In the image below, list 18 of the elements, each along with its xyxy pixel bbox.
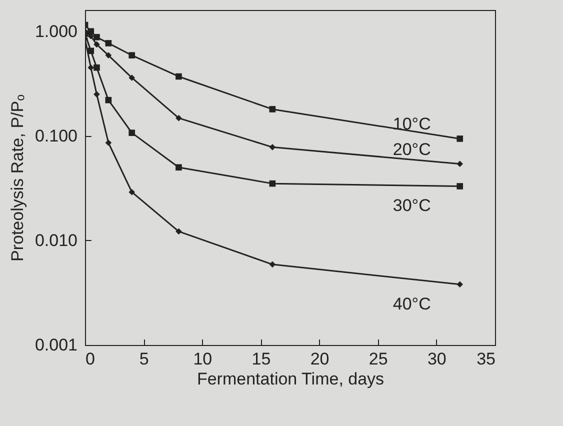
y-tick-label: 0.001 [34, 336, 78, 354]
x-tick-label: 5 [139, 350, 149, 368]
series-label: 30°C [392, 196, 431, 216]
x-axis-title: Fermentation Time, days [196, 370, 384, 388]
y-tick-label: 0.100 [34, 126, 78, 146]
x-tick-label: 25 [368, 350, 388, 368]
y-axis-title: Proteolysis Rate, P/Pₒ [8, 94, 27, 262]
y-tick-label: 1.000 [34, 22, 78, 41]
series-label: 40°C [392, 294, 431, 314]
x-tick-label: 15 [252, 350, 271, 368]
y-tick-label: 0.010 [34, 230, 78, 250]
x-tick-label: 20 [310, 350, 330, 368]
x-tick-label: 35 [476, 350, 496, 368]
x-tick-label: 0 [86, 350, 95, 368]
series-label: 10°C [392, 114, 431, 134]
x-tick-label: 30 [427, 350, 446, 368]
series-label: 20°C [392, 140, 431, 159]
x-tick-label: 10 [193, 350, 212, 368]
